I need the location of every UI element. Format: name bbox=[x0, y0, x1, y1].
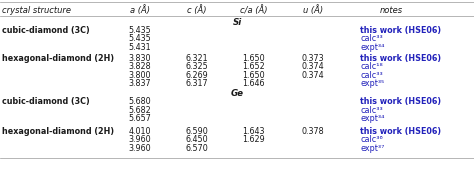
Text: cubic-diamond (3C): cubic-diamond (3C) bbox=[2, 97, 90, 106]
Text: this work (HSE06): this work (HSE06) bbox=[360, 97, 441, 106]
Text: 0.373: 0.373 bbox=[301, 54, 324, 63]
Text: hexagonal-diamond (2H): hexagonal-diamond (2H) bbox=[2, 54, 115, 63]
Text: 6.325: 6.325 bbox=[185, 62, 208, 71]
Text: notes: notes bbox=[380, 6, 402, 15]
Text: 1.652: 1.652 bbox=[242, 62, 265, 71]
Text: 1.643: 1.643 bbox=[242, 127, 265, 136]
Text: u (Å): u (Å) bbox=[303, 6, 323, 15]
Text: 1.650: 1.650 bbox=[242, 71, 265, 80]
Text: 0.374: 0.374 bbox=[301, 62, 324, 71]
Text: 3.837: 3.837 bbox=[128, 79, 151, 89]
Text: crystal structure: crystal structure bbox=[2, 6, 72, 15]
Text: expt³⁵: expt³⁵ bbox=[360, 79, 384, 89]
Text: 0.378: 0.378 bbox=[301, 127, 324, 136]
Text: 5.431: 5.431 bbox=[128, 43, 151, 52]
Text: 5.435: 5.435 bbox=[128, 26, 151, 35]
Text: 6.321: 6.321 bbox=[185, 54, 208, 63]
Text: 5.682: 5.682 bbox=[128, 106, 151, 115]
Text: 6.317: 6.317 bbox=[185, 79, 208, 89]
Text: Ge: Ge bbox=[230, 89, 244, 98]
Text: 3.828: 3.828 bbox=[128, 62, 151, 71]
Text: 3.830: 3.830 bbox=[128, 54, 151, 63]
Text: c/a (Å): c/a (Å) bbox=[240, 6, 267, 15]
Text: Si: Si bbox=[232, 18, 242, 27]
Text: 0.374: 0.374 bbox=[301, 71, 324, 80]
Text: c (Å): c (Å) bbox=[187, 6, 207, 15]
Text: calc³³: calc³³ bbox=[360, 34, 383, 44]
Text: hexagonal-diamond (2H): hexagonal-diamond (2H) bbox=[2, 127, 115, 136]
Text: 5.657: 5.657 bbox=[128, 114, 151, 123]
Text: expt³⁴: expt³⁴ bbox=[360, 43, 384, 52]
Text: 5.435: 5.435 bbox=[128, 34, 151, 44]
Text: expt³⁷: expt³⁷ bbox=[360, 144, 384, 153]
Text: 4.010: 4.010 bbox=[128, 127, 151, 136]
Text: this work (HSE06): this work (HSE06) bbox=[360, 127, 441, 136]
Text: 6.570: 6.570 bbox=[185, 144, 208, 153]
Text: 1.629: 1.629 bbox=[242, 135, 265, 144]
Text: 6.590: 6.590 bbox=[185, 127, 208, 136]
Text: 6.450: 6.450 bbox=[185, 135, 208, 144]
Text: 1.646: 1.646 bbox=[242, 79, 265, 89]
Text: cubic-diamond (3C): cubic-diamond (3C) bbox=[2, 26, 90, 35]
Text: this work (HSE06): this work (HSE06) bbox=[360, 26, 441, 35]
Text: calc³³: calc³³ bbox=[360, 71, 383, 80]
Text: 5.680: 5.680 bbox=[128, 97, 151, 106]
Text: this work (HSE06): this work (HSE06) bbox=[360, 54, 441, 63]
Text: 6.269: 6.269 bbox=[185, 71, 208, 80]
Text: 1.650: 1.650 bbox=[242, 54, 265, 63]
Text: 3.800: 3.800 bbox=[128, 71, 151, 80]
Text: 3.960: 3.960 bbox=[128, 144, 151, 153]
Text: calc³⁶: calc³⁶ bbox=[360, 135, 383, 144]
Text: 3.960: 3.960 bbox=[128, 135, 151, 144]
Text: a (Å): a (Å) bbox=[130, 6, 150, 15]
Text: calc³³: calc³³ bbox=[360, 106, 383, 115]
Text: expt³⁴: expt³⁴ bbox=[360, 114, 384, 123]
Text: calc¹⁸: calc¹⁸ bbox=[360, 62, 383, 71]
